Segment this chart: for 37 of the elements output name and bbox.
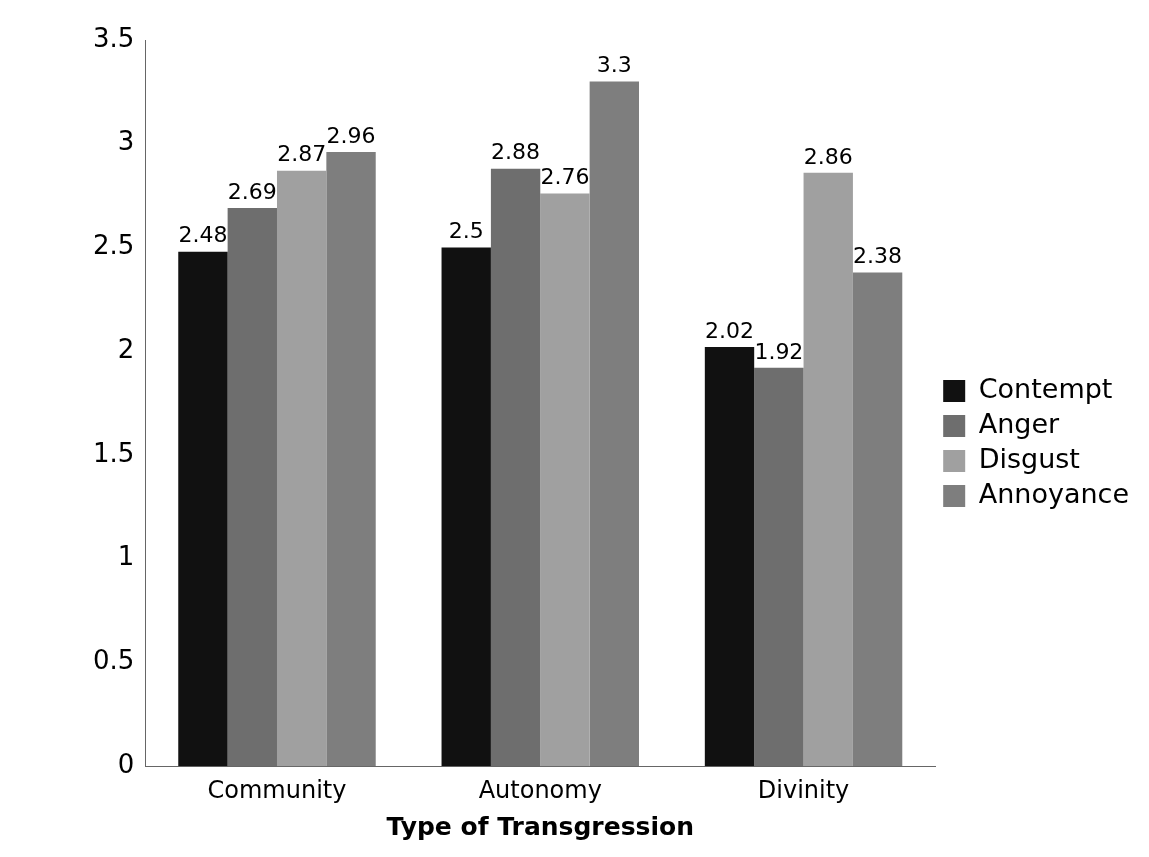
bar xyxy=(589,81,639,767)
data-label: 2.69 xyxy=(227,178,277,204)
bar xyxy=(803,172,853,767)
data-label: 2.87 xyxy=(277,141,327,167)
y-tick-label: 2.5 xyxy=(92,230,135,261)
bar xyxy=(852,272,903,767)
legend-label: Disgust xyxy=(978,443,1080,475)
bar xyxy=(276,170,327,767)
y-tick-label: 3.5 xyxy=(92,22,135,53)
y-tick-label: 0 xyxy=(117,748,135,779)
y-tick-label: 1 xyxy=(117,541,135,572)
legend-label: Contempt xyxy=(978,373,1113,405)
y-tick-label: 2 xyxy=(117,333,135,364)
x-tick-label: Autonomy xyxy=(478,775,602,804)
data-label: 1.92 xyxy=(754,338,804,364)
legend-label: Anger xyxy=(978,408,1061,440)
data-label: 2.76 xyxy=(540,164,590,190)
data-label: 2.02 xyxy=(705,317,754,343)
data-label: 2.96 xyxy=(326,122,376,148)
data-label: 2.86 xyxy=(803,143,853,169)
data-label: 2.48 xyxy=(178,222,228,248)
bar xyxy=(178,251,228,767)
y-tick-label: 0.5 xyxy=(92,645,135,676)
data-label: 2.5 xyxy=(448,218,484,244)
bar xyxy=(441,247,491,767)
y-tick-label: 1.5 xyxy=(92,437,135,468)
data-label: 2.88 xyxy=(491,139,541,165)
legend-label: Annoyance xyxy=(978,478,1130,510)
x-axis-title: Type of Transgression xyxy=(386,811,694,841)
bar xyxy=(326,152,376,767)
bar xyxy=(704,347,755,767)
y-tick-label: 3 xyxy=(117,126,135,157)
x-tick-label: Community xyxy=(207,775,347,804)
data-label: 3.3 xyxy=(596,52,632,78)
data-label: 2.38 xyxy=(853,243,903,269)
bar xyxy=(540,193,590,767)
x-tick-label: Divinity xyxy=(757,775,850,804)
